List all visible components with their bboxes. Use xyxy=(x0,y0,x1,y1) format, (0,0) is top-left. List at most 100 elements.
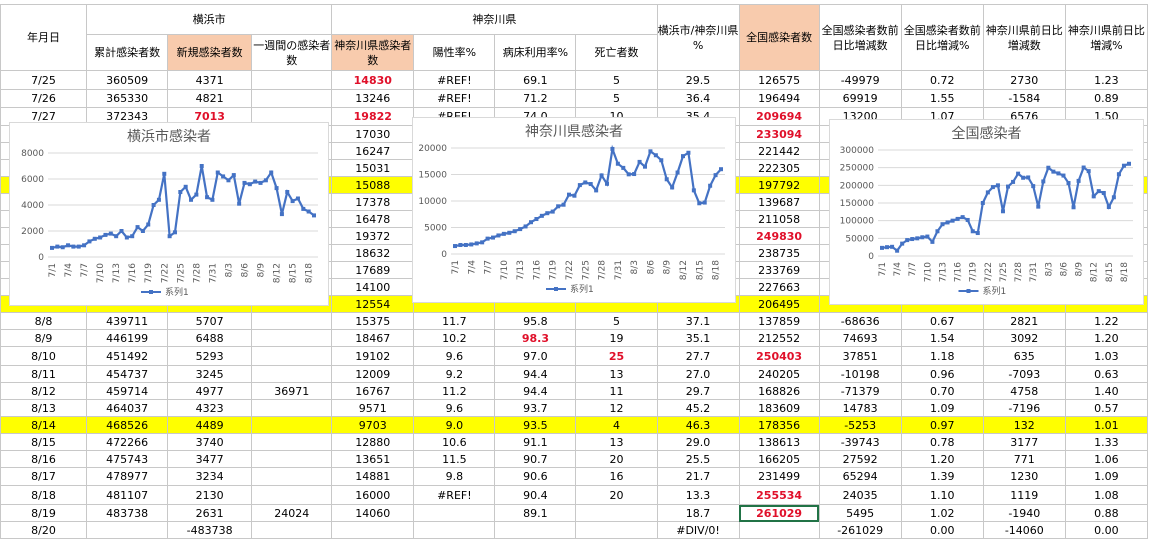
table-cell[interactable]: 9.2 xyxy=(413,365,496,383)
table-cell[interactable]: 8/15 xyxy=(0,433,88,451)
table-cell[interactable]: 1.03 xyxy=(1064,346,1149,366)
table-cell[interactable]: 138613 xyxy=(738,433,820,451)
table-cell[interactable]: 5707 xyxy=(167,312,253,330)
table-cell[interactable]: 18.7 xyxy=(656,504,740,522)
table-cell[interactable]: 11 xyxy=(575,382,658,400)
table-cell[interactable]: 8/9 xyxy=(0,329,88,347)
table-cell[interactable]: 1.18 xyxy=(900,346,984,366)
table-cell[interactable]: 1119 xyxy=(982,485,1066,505)
table-cell[interactable]: -10198 xyxy=(818,365,902,383)
table-cell[interactable]: 15031 xyxy=(331,159,415,177)
table-cell[interactable]: 90.7 xyxy=(494,450,577,468)
table-cell[interactable]: 27.0 xyxy=(656,365,740,383)
table-cell[interactable]: 16247 xyxy=(331,142,415,160)
table-cell[interactable]: 12009 xyxy=(331,365,415,383)
table-cell[interactable]: 446199 xyxy=(86,329,169,347)
table-cell[interactable] xyxy=(413,504,496,522)
table-cell[interactable]: 14783 xyxy=(818,399,902,417)
table-cell[interactable]: 9.8 xyxy=(413,467,496,486)
table-cell[interactable]: 139687 xyxy=(738,193,820,211)
table-cell[interactable]: 1.39 xyxy=(900,467,984,486)
table-cell[interactable]: 1.54 xyxy=(900,329,984,347)
table-cell[interactable]: 166205 xyxy=(738,450,820,468)
table-cell[interactable]: 4 xyxy=(575,416,658,434)
table-cell[interactable]: 0.72 xyxy=(900,70,984,90)
table-cell[interactable]: 10.2 xyxy=(413,329,496,347)
table-cell[interactable]: 16 xyxy=(575,467,658,486)
table-cell[interactable]: 233769 xyxy=(738,261,820,279)
table-cell[interactable]: 13.3 xyxy=(656,485,740,505)
table-cell[interactable]: 459714 xyxy=(86,382,169,400)
table-cell[interactable]: 1.09 xyxy=(1064,467,1149,486)
table-cell[interactable]: 197792 xyxy=(738,176,820,194)
table-cell[interactable]: 20 xyxy=(575,485,658,505)
table-cell[interactable]: 71.2 xyxy=(494,89,577,108)
table-cell[interactable]: 231499 xyxy=(738,467,820,486)
table-cell[interactable]: 12880 xyxy=(331,433,415,451)
table-cell[interactable]: 5 xyxy=(575,89,658,108)
table-cell[interactable]: 0.88 xyxy=(1064,504,1149,522)
table-cell[interactable]: 8/16 xyxy=(0,450,88,468)
table-cell[interactable]: 1.08 xyxy=(1064,485,1149,505)
table-cell[interactable]: 1.06 xyxy=(1064,450,1149,468)
table-cell[interactable]: 9.0 xyxy=(413,416,496,434)
table-cell[interactable]: 36.4 xyxy=(656,89,740,108)
table-cell[interactable]: 196494 xyxy=(738,89,820,108)
table-cell[interactable]: 0.89 xyxy=(1064,89,1149,108)
table-cell[interactable]: 206495 xyxy=(738,295,820,313)
table-cell[interactable]: #REF! xyxy=(413,485,496,505)
table-cell[interactable]: 36971 xyxy=(251,382,333,400)
table-cell[interactable] xyxy=(575,504,658,522)
header-national[interactable]: 全国感染者数 xyxy=(738,4,820,71)
table-cell[interactable]: 5 xyxy=(575,70,658,90)
table-cell[interactable]: 478977 xyxy=(86,467,169,486)
table-cell[interactable]: 14830 xyxy=(331,70,415,90)
table-cell[interactable]: #REF! xyxy=(413,70,496,90)
table-cell[interactable]: 94.4 xyxy=(494,365,577,383)
table-cell[interactable]: 1.23 xyxy=(1064,70,1149,90)
table-cell[interactable]: 90.4 xyxy=(494,485,577,505)
table-cell[interactable]: 3245 xyxy=(167,365,253,383)
chart-kanagawa[interactable]: 神奈川県感染者 0 5000 10000 15000 20000 7/1 7/4 7/7 7/1… xyxy=(412,117,736,303)
table-cell[interactable]: 14881 xyxy=(331,467,415,486)
table-cell[interactable]: 35.1 xyxy=(656,329,740,347)
header-ratio[interactable]: 横浜市/神奈川県 % xyxy=(656,4,740,71)
table-cell[interactable] xyxy=(251,70,333,90)
table-cell[interactable]: 98.3 xyxy=(494,329,577,347)
table-cell[interactable]: 3477 xyxy=(167,450,253,468)
table-cell[interactable]: 8/10 xyxy=(0,346,88,366)
table-cell[interactable]: -49979 xyxy=(818,70,902,90)
table-cell[interactable]: 24035 xyxy=(818,485,902,505)
table-cell[interactable]: 8/17 xyxy=(0,467,88,486)
table-cell[interactable] xyxy=(251,346,333,366)
table-cell[interactable]: 0.67 xyxy=(900,312,984,330)
table-cell[interactable]: 464037 xyxy=(86,399,169,417)
table-cell[interactable]: 16478 xyxy=(331,210,415,228)
header-national-pct[interactable]: 全国感染者数前日比増減% xyxy=(900,4,984,71)
table-cell[interactable]: 4371 xyxy=(167,70,253,90)
table-cell[interactable]: 468526 xyxy=(86,416,169,434)
table-cell[interactable] xyxy=(251,467,333,486)
table-cell[interactable] xyxy=(251,450,333,468)
table-cell[interactable]: 221442 xyxy=(738,142,820,160)
table-cell[interactable]: 69919 xyxy=(818,89,902,108)
header-date[interactable]: 年月日 xyxy=(0,4,88,71)
header-positivity[interactable]: 陽性率% xyxy=(413,34,496,71)
table-cell[interactable]: 168826 xyxy=(738,382,820,400)
table-cell[interactable]: 1.20 xyxy=(1064,329,1149,347)
table-cell[interactable]: 17378 xyxy=(331,193,415,211)
table-cell[interactable]: 137859 xyxy=(738,312,820,330)
table-cell[interactable]: 2631 xyxy=(167,504,253,522)
table-cell[interactable]: 94.4 xyxy=(494,382,577,400)
table-cell[interactable]: -261029 xyxy=(818,521,902,539)
table-cell[interactable]: 3092 xyxy=(982,329,1066,347)
table-cell[interactable]: 25.5 xyxy=(656,450,740,468)
table-cell[interactable]: 12 xyxy=(575,399,658,417)
table-cell[interactable]: 9.6 xyxy=(413,399,496,417)
table-cell[interactable]: 8/12 xyxy=(0,382,88,400)
table-cell[interactable]: 18467 xyxy=(331,329,415,347)
header-kanagawa-cases[interactable]: 神奈川県感染者数 xyxy=(331,34,415,71)
table-cell[interactable]: 29.7 xyxy=(656,382,740,400)
table-cell[interactable]: 8/13 xyxy=(0,399,88,417)
table-cell[interactable] xyxy=(251,329,333,347)
